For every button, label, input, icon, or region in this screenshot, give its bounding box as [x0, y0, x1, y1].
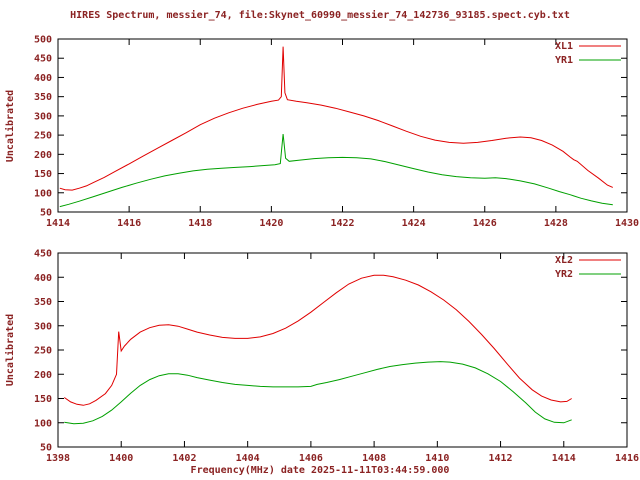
legend-label-XL2: XL2	[555, 255, 573, 266]
x-axis-label: Frequency(MHz) date 2025-11-11T03:44:59.…	[191, 465, 450, 476]
x-tick-label: 1410	[425, 453, 449, 464]
x-tick-label: 1408	[362, 453, 386, 464]
x-tick-label: 1414	[46, 218, 70, 229]
legend-label-YR1: YR1	[555, 55, 573, 66]
legend-label-XL1: XL1	[555, 41, 573, 52]
series-line-XL2	[64, 274, 572, 406]
x-tick-label: 1422	[330, 218, 354, 229]
y-tick-label: 300	[34, 111, 52, 122]
plot-border	[57, 38, 628, 213]
x-tick-label: 1404	[236, 453, 260, 464]
y-tick-label: 300	[34, 321, 52, 332]
top-chart: 1414 1416 1418 1420 1422 1424 1426 1428 1430 50 10…	[34, 35, 639, 230]
x-tick-label: 1424	[402, 218, 426, 229]
y-tick-label: 250	[34, 346, 52, 357]
y-tick-label: 50	[40, 443, 52, 454]
series-line-YR1	[59, 133, 613, 208]
y-tick-label: 150	[34, 169, 52, 180]
series-line-XL1	[59, 46, 613, 191]
x-tick-label: 1402	[172, 453, 196, 464]
legend-label-YR2: YR2	[555, 269, 573, 280]
x-tick-label: 1400	[109, 453, 133, 464]
x-tick-label: 1418	[188, 218, 212, 229]
y-tick-label: 350	[34, 297, 52, 308]
x-tick-label: 1428	[544, 218, 568, 229]
x-tick-label: 1430	[615, 218, 639, 229]
y-tick-label: 250	[34, 131, 52, 142]
x-tick-label: 1420	[259, 218, 283, 229]
x-tick-label: 1416	[615, 453, 639, 464]
y-tick-label: 400	[34, 273, 52, 284]
top-y-axis-label: Uncalibrated	[4, 90, 16, 162]
x-tick-label: 1406	[299, 453, 323, 464]
y-tick-label: 100	[34, 188, 52, 199]
x-tick-label: 1426	[473, 218, 497, 229]
y-tick-label: 50	[40, 208, 52, 219]
y-tick-label: 350	[34, 92, 52, 103]
plot-border	[57, 252, 628, 448]
y-tick-label: 500	[34, 35, 52, 46]
y-tick-label: 400	[34, 73, 52, 84]
bottom-y-axis-label: Uncalibrated	[4, 314, 16, 386]
y-tick-label: 100	[34, 418, 52, 429]
bottom-chart: 1398 1400 1402 1404 1406 1408 1410 1412 1414 1416…	[34, 249, 639, 465]
y-tick-label: 450	[34, 54, 52, 65]
series-line-YR2	[64, 361, 572, 425]
plot-title: HIRES Spectrum, messier_74, file:Skynet_…	[70, 9, 570, 21]
x-tick-label: 1414	[552, 453, 576, 464]
y-tick-label: 200	[34, 150, 52, 161]
y-tick-label: 200	[34, 370, 52, 381]
y-tick-label: 150	[34, 394, 52, 405]
x-tick-label: 1412	[489, 453, 513, 464]
x-tick-label: 1416	[117, 218, 141, 229]
y-tick-label: 450	[34, 249, 52, 260]
x-tick-label: 1398	[46, 453, 70, 464]
